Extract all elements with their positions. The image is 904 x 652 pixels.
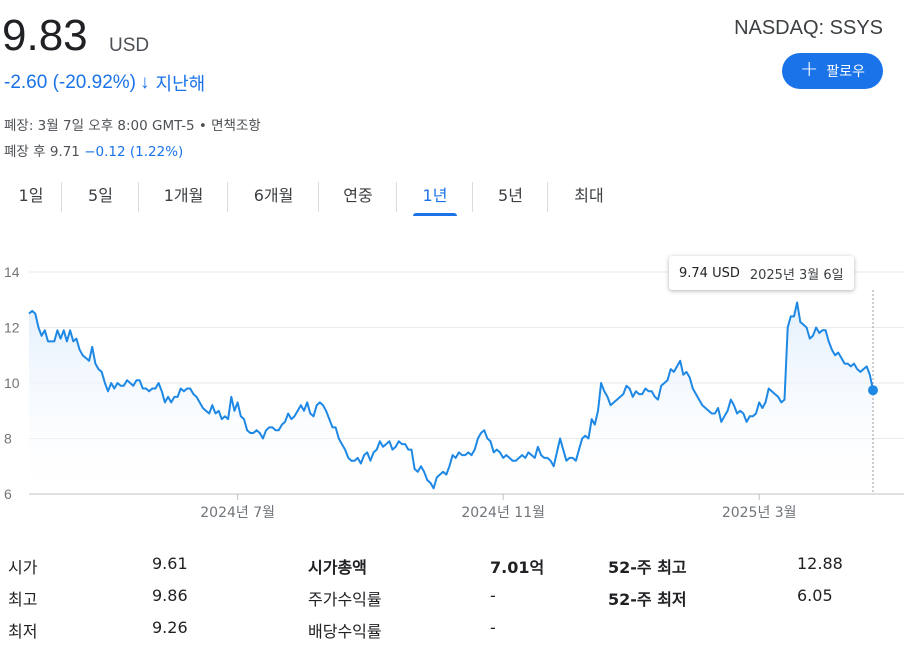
tab-5y[interactable]: 5년 [473,178,548,216]
tooltip-price: 9.74 USD [679,265,740,281]
y-tick-label: 10 [4,375,20,391]
stat-value: 9.61 [152,554,188,573]
stat-label: 주가수익률 [308,590,382,609]
stat-label: 시가총액 [308,558,367,577]
exchange-ticker: NASDAQ: SSYS [734,17,883,39]
stat-value: 9.26 [152,618,188,637]
tab-1y[interactable]: 1년 [397,178,473,216]
currency-label: USD [109,35,150,56]
after-hours-label: 폐장 후 9.71 [4,144,80,160]
stat-value: 6.05 [797,586,833,605]
change-value: -2.60 (-20.92%) [4,72,137,93]
stat-label: 52-주 최고 [608,558,687,577]
x-tick-label: 2024년 7월 [200,505,275,521]
y-tick-label: 12 [4,320,20,336]
tab-1d[interactable]: 1일 [0,178,62,216]
tooltip-date: 2025년 3월 6일 [749,267,844,283]
arrow-down-icon: ↓ [140,72,150,93]
x-tick-label: 2025년 3월 [722,505,797,521]
stat-value: 12.88 [797,554,843,573]
change-period: 지난해 [155,74,206,95]
tab-ytd[interactable]: 연중 [319,178,397,216]
stock-price: 9.83 [2,11,88,60]
stat-value: 7.01억 [490,558,545,577]
plus-icon: + [799,57,819,82]
y-tick-label: 8 [4,431,12,447]
stat-label: 52-주 최저 [608,590,687,609]
y-tick-label: 14 [4,264,20,280]
tab-6m[interactable]: 6개월 [228,178,319,216]
stat-label: 배당수익률 [308,622,382,641]
stat-label: 최고 [8,590,38,609]
tab-5d[interactable]: 5일 [62,178,139,216]
stat-label: 시가 [8,558,38,577]
follow-button[interactable]: + 팔로우 [782,53,883,89]
hover-point [868,385,878,396]
y-tick-label: 6 [4,486,12,502]
area-fill [29,302,873,494]
tab-max[interactable]: 최대 [574,186,604,205]
stat-value: - [490,618,496,637]
price-chart[interactable]: 14 12 10 8 6 2024년 7월 2024년 11월 2025년 3월 [0,240,904,530]
price-line [28,301,874,490]
price-change: -2.60 (-20.92%) ↓ 지난해 [4,70,205,96]
chart-tooltip: 9.74 USD 2025년 3월 6일 [669,256,854,290]
after-hours-change: −0.12 (1.22%) [84,144,184,160]
x-tick-label: 2024년 11월 [461,505,545,521]
stat-value: 9.86 [152,586,188,605]
active-tab-indicator [413,213,457,216]
stat-value: - [490,586,496,605]
after-hours-info: 폐장 후 9.71 −0.12 (1.22%) [4,140,183,160]
range-tabs: 1일 5일 1개월 6개월 연중 1년 5년 최대 [0,178,630,216]
close-info: 폐장: 3월 7일 오후 8:00 GMT-5 • 면책조항 [4,118,261,134]
stat-label: 최저 [8,622,38,641]
tab-1m[interactable]: 1개월 [139,178,228,216]
follow-button-label: 팔로우 [826,64,866,80]
